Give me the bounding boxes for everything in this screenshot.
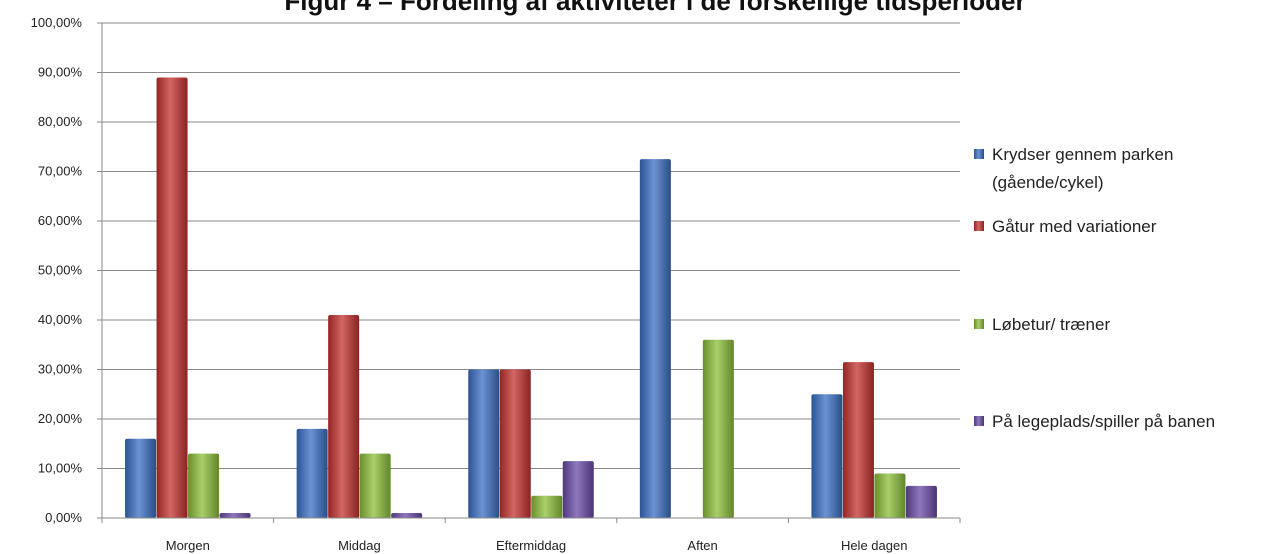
bar <box>188 453 220 518</box>
y-tick-label: 0,00% <box>45 510 82 525</box>
x-tick-label: Eftermiddag <box>496 538 566 553</box>
bar <box>359 453 391 518</box>
legend-label: Gåtur med variationer <box>992 217 1157 236</box>
legend-label: Krydser gennem parken <box>992 145 1173 164</box>
bar <box>842 362 874 518</box>
chart-title: Figur 4 – Fordeling af aktiviteter i de … <box>284 0 1025 16</box>
gridlines <box>102 22 960 519</box>
legend: Krydser gennem parken (gående/cykel) Gåtur… <box>974 145 1215 431</box>
bar <box>156 77 188 518</box>
legend-label: Løbetur/ træner <box>992 315 1110 334</box>
bar <box>328 315 360 518</box>
bars <box>125 77 937 518</box>
legend-swatch <box>974 416 984 426</box>
y-tick-label: 10,00% <box>38 461 83 476</box>
bar <box>811 394 843 518</box>
legend-label: (gående/cykel) <box>992 173 1104 192</box>
x-tick-label: Hele dagen <box>841 538 908 553</box>
bar <box>125 438 157 518</box>
y-tick-label: 50,00% <box>38 263 83 278</box>
y-tick-label: 100,00% <box>31 15 83 30</box>
x-tick-label: Aften <box>687 538 717 553</box>
bar <box>499 369 531 518</box>
y-tick-label: 90,00% <box>38 65 83 80</box>
bar <box>905 485 937 518</box>
bar <box>531 495 563 518</box>
x-tick-label: Morgen <box>166 538 210 553</box>
y-tick-label: 80,00% <box>38 114 83 129</box>
y-tick-label: 40,00% <box>38 312 83 327</box>
bar <box>468 369 500 518</box>
y-tick-label: 20,00% <box>38 411 83 426</box>
bar <box>391 513 423 518</box>
y-tick-label: 60,00% <box>38 213 83 228</box>
bar <box>296 428 328 518</box>
legend-label: På legeplads/spiller på banen <box>992 412 1215 431</box>
y-tick-label: 30,00% <box>38 362 83 377</box>
bar <box>219 513 251 518</box>
bar <box>702 339 734 518</box>
y-axis: 0,00% 10,00% 20,00% 30,00% 40,00% 50,00% 60,00… <box>31 15 103 525</box>
bar <box>639 159 671 518</box>
x-tick-label: Middag <box>338 538 381 553</box>
y-tick-label: 70,00% <box>38 164 83 179</box>
legend-swatch <box>974 221 984 231</box>
bar <box>874 473 906 518</box>
legend-swatch <box>974 319 984 329</box>
bar <box>562 461 594 518</box>
legend-swatch <box>974 149 984 159</box>
x-axis: Morgen Middag Eftermiddag Aften Hele dagen <box>101 517 961 553</box>
